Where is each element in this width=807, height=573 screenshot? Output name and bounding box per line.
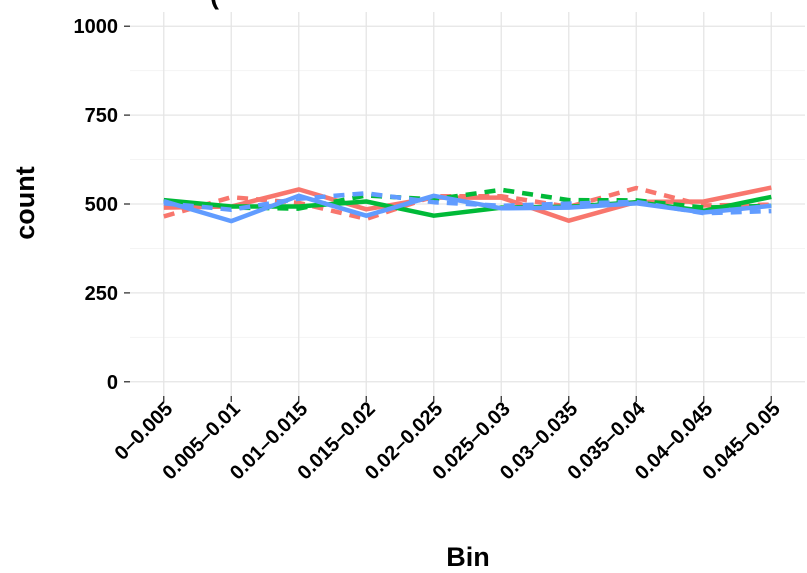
y-axis-ticks: 0 250 500 750 1000 bbox=[74, 16, 130, 394]
x-tick-label: 0–0.005 bbox=[111, 398, 178, 465]
y-axis-title: count bbox=[10, 166, 40, 240]
x-axis-ticks: 0–0.0050.005–0.010.01–0.0150.015–0.020.0… bbox=[111, 396, 785, 484]
x-axis-title: Bin bbox=[446, 542, 490, 572]
y-tick-label: 1000 bbox=[74, 16, 119, 38]
y-tick-label: 250 bbox=[85, 283, 118, 305]
chart-title: ( bbox=[210, 0, 219, 10]
series-line-6 bbox=[163, 191, 772, 216]
y-tick-label: 750 bbox=[85, 105, 118, 127]
y-tick-label: 0 bbox=[107, 372, 118, 394]
series-group bbox=[163, 185, 772, 224]
y-tick-label: 500 bbox=[85, 194, 118, 216]
